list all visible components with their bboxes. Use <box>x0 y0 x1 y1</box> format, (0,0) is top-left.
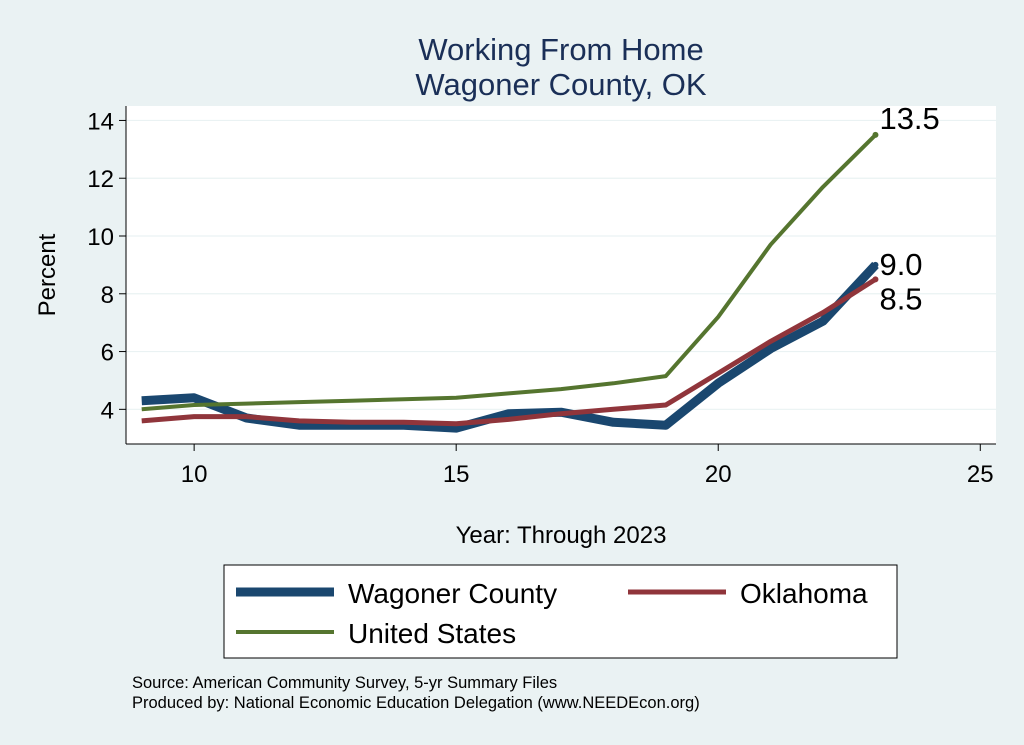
legend-box <box>223 564 898 659</box>
y-tick-label: 12 <box>87 166 114 193</box>
tick-marks: 4 6 8 10 12 14 10 15 20 25 <box>87 108 993 488</box>
y-tick-label: 14 <box>87 108 114 135</box>
x-tick-label: 10 <box>181 461 208 488</box>
producer-note: Produced by: National Economic Education… <box>132 694 700 712</box>
series-end-point-oklahoma <box>872 276 879 283</box>
y-tick-label: 10 <box>87 224 114 251</box>
y-axis-title: Percent <box>34 233 61 316</box>
legend-label: Oklahoma <box>740 578 868 609</box>
series-lines <box>141 131 879 433</box>
legend: Wagoner County Oklahoma United States <box>223 564 898 659</box>
legend-label: Wagoner County <box>348 578 557 609</box>
series-line-oklahoma <box>141 277 877 427</box>
series-end-point-united-states <box>872 131 879 138</box>
y-tick-label: 6 <box>101 340 114 367</box>
source-note: Source: American Community Survey, 5-yr … <box>132 674 557 692</box>
series-line-united-states <box>141 133 877 412</box>
chart-subtitle: Wagoner County, OK <box>415 67 707 102</box>
legend-label: United States <box>348 618 516 649</box>
gridlines <box>126 119 996 410</box>
series-end-point-wagoner-county <box>872 261 879 268</box>
x-tick-label: 25 <box>967 461 994 488</box>
end-label: 9.0 <box>879 247 922 282</box>
y-tick-label: 4 <box>101 397 114 424</box>
end-label: 13.5 <box>879 101 939 136</box>
end-label: 8.5 <box>879 281 922 316</box>
axes <box>125 106 996 445</box>
chart-title: Working From Home <box>418 32 703 67</box>
end-labels: 13.5 9.08.5 <box>879 101 939 316</box>
y-tick-label: 8 <box>101 282 114 309</box>
x-tick-label: 20 <box>705 461 732 488</box>
x-tick-label: 15 <box>443 461 470 488</box>
x-axis-title: Year: Through 2023 <box>456 522 667 549</box>
